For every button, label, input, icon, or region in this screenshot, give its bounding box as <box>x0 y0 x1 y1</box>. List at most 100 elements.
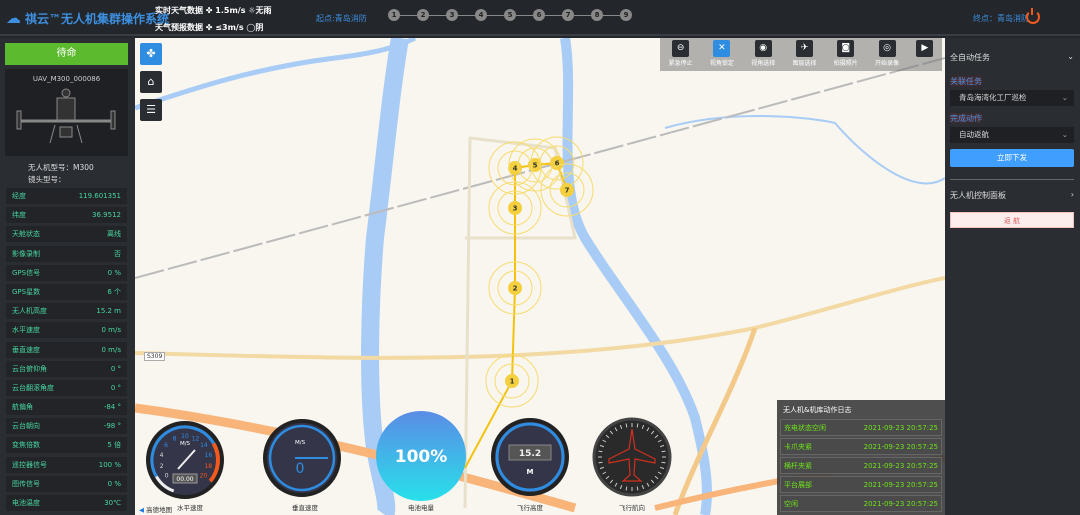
route-step[interactable]: 5 <box>504 9 516 21</box>
toolbar-label: 紧急停止 <box>668 60 693 67</box>
telemetry-key: 变焦倍数 <box>12 441 40 450</box>
route-step[interactable]: 9 <box>620 9 632 21</box>
issue-button[interactable]: 立即下发 <box>950 149 1074 167</box>
route-steps: 1 2 3 4 5 6 7 8 9 <box>388 9 632 21</box>
tick-label: 20 <box>200 472 208 479</box>
telemetry-key: 影像录制 <box>12 249 40 258</box>
toolbar-button[interactable]: ▶ <box>916 40 934 71</box>
telemetry-value: 0 m/s <box>101 345 121 354</box>
altitude-value: 15.2 <box>519 449 541 459</box>
toolbar-button[interactable]: ◎ 开始录像 <box>875 40 899 71</box>
toolbar-label: 开始录像 <box>875 60 900 67</box>
log-row: 充电状态空闲 2021-09-23 20:57:25 <box>780 419 942 436</box>
log-row: 横杆夹紧 2021-09-23 20:57:25 <box>780 457 942 474</box>
power-icon[interactable] <box>1026 8 1040 24</box>
tick-label: 8 <box>173 435 177 442</box>
waypoint-marker[interactable]: 2 <box>488 261 542 315</box>
tick-label: 16 <box>205 452 213 459</box>
toolbar-label: 图层选择 <box>792 60 817 67</box>
telemetry-key: 云台朝向 <box>12 422 40 431</box>
tick-label: 2 <box>160 463 164 470</box>
hangar-button[interactable]: ⌂ <box>140 71 162 93</box>
log-row: 卡爪夹紧 2021-09-23 20:57:25 <box>780 438 942 455</box>
toolbar-button[interactable]: ✕ 视角锁定 <box>710 40 734 71</box>
step-connector <box>545 14 562 16</box>
waypoint-marker[interactable]: 1 <box>485 354 539 408</box>
battery-value: 100% <box>395 447 448 467</box>
toolbar-button[interactable]: ⊖ 紧急停止 <box>669 40 693 71</box>
telemetry-row: 变焦倍数 5 倍 <box>6 437 127 454</box>
step-connector <box>487 14 504 16</box>
telemetry-value: -84 ° <box>103 403 121 412</box>
waypoint-label: 4 <box>513 165 518 173</box>
altitude-label: 飞行高度 <box>517 504 543 512</box>
toolbar-button[interactable]: ◉ 视角选择 <box>751 40 775 71</box>
toolbar-button[interactable]: ◙ 拍摄照片 <box>834 40 858 71</box>
drone-icon: ✤ <box>146 47 156 60</box>
control-panel-toggle[interactable]: 无人机控制面板 › <box>950 190 1074 200</box>
log-row: 平台展部 2021-09-23 20:57:25 <box>780 476 942 493</box>
route-step[interactable]: 8 <box>591 9 603 21</box>
action-select[interactable]: 自动返航 ⌄ <box>950 127 1074 143</box>
auto-task-toggle[interactable]: 全自动任务 ⌄ <box>950 52 1074 62</box>
task-select[interactable]: 青岛海湾化工厂巡检 ⌄ <box>950 90 1074 106</box>
road-label: S309 <box>144 352 166 361</box>
stop-icon: ⊖ <box>672 40 690 57</box>
telemetry-row: 电池温度 30℃ <box>6 495 127 511</box>
tick-label: 14 <box>200 442 208 449</box>
telemetry-key: 经度 <box>12 192 26 200</box>
return-button[interactable]: 返 航 <box>950 212 1074 228</box>
tick-label: 4 <box>160 452 164 459</box>
waypoint-marker[interactable]: 3 <box>488 181 542 235</box>
record-icon: ◎ <box>878 40 896 57</box>
river <box>135 38 417 111</box>
log-time: 2021-09-23 20:57:25 <box>863 480 938 489</box>
route-step[interactable]: 1 <box>388 9 400 21</box>
route-step[interactable]: 4 <box>475 9 487 21</box>
telemetry-key: 云台翻滚角度 <box>12 383 54 392</box>
waypoint-marker[interactable]: 7 <box>540 163 594 217</box>
telemetry-row: 遥控器信号 100 % <box>6 456 127 473</box>
step-connector <box>400 14 417 16</box>
map-attribution: ◀ 高德地图 <box>139 506 173 514</box>
end-point: 终点：青岛消防 <box>973 14 1029 23</box>
step-connector <box>574 14 591 16</box>
vertical-speed-gauge: M/S 0 <box>263 419 341 497</box>
telemetry-row: 纬度 36.9512 <box>6 207 127 224</box>
route-step[interactable]: 7 <box>562 9 574 21</box>
altitude-gauge: 15.2 M <box>491 418 569 496</box>
action-log: 无人机&机库动作日志 充电状态空闲 2021-09-23 20:57:25 卡爪夹紧… <box>777 400 945 515</box>
waypoint-marker[interactable]: 6 <box>530 136 584 190</box>
log-time: 2021-09-23 20:57:25 <box>863 499 938 508</box>
route-step[interactable]: 3 <box>446 9 458 21</box>
telemetry-row: 天舱状态 离线 <box>6 226 127 243</box>
battery-gauge: 100% <box>376 411 466 501</box>
heading-compass <box>592 417 672 497</box>
cloud-icon: ☁ <box>6 9 21 27</box>
telemetry-key: 图传信号 <box>12 479 40 488</box>
chevron-down-icon: ⌄ <box>1067 52 1074 61</box>
toolbar-label: 视角锁定 <box>709 60 734 67</box>
calendar-button[interactable]: ☰ <box>140 99 162 121</box>
step-connector <box>516 14 533 16</box>
log-title: 无人机&机库动作日志 <box>783 406 852 414</box>
telemetry-row: GPS信号 0 % <box>6 264 127 281</box>
start-point: 起点:青岛消防 <box>316 14 367 23</box>
telemetry-row: 图传信号 0 % <box>6 475 127 492</box>
telemetry-row: 云台翻滚角度 0 ° <box>6 379 127 396</box>
telemetry-row: GPS星数 6 个 <box>6 283 127 300</box>
telemetry-key: 航偏角 <box>12 403 33 412</box>
action-label: 完成动作 <box>950 114 982 123</box>
toolbar-button[interactable]: ✈ 图层选择 <box>792 40 816 71</box>
telemetry-row: 云台朝向 -98 ° <box>6 418 127 435</box>
unit-label: M/S <box>180 441 191 447</box>
telemetry-value: 36.9512 <box>92 211 121 220</box>
route-step[interactable]: 6 <box>533 9 545 21</box>
route-step[interactable]: 2 <box>417 9 429 21</box>
log-event: 平台展部 <box>784 480 812 489</box>
drone-mode-button[interactable]: ✤ <box>140 43 162 65</box>
telemetry-row: 影像录制 否 <box>6 245 127 262</box>
heading-label: 飞行航向 <box>619 504 645 512</box>
